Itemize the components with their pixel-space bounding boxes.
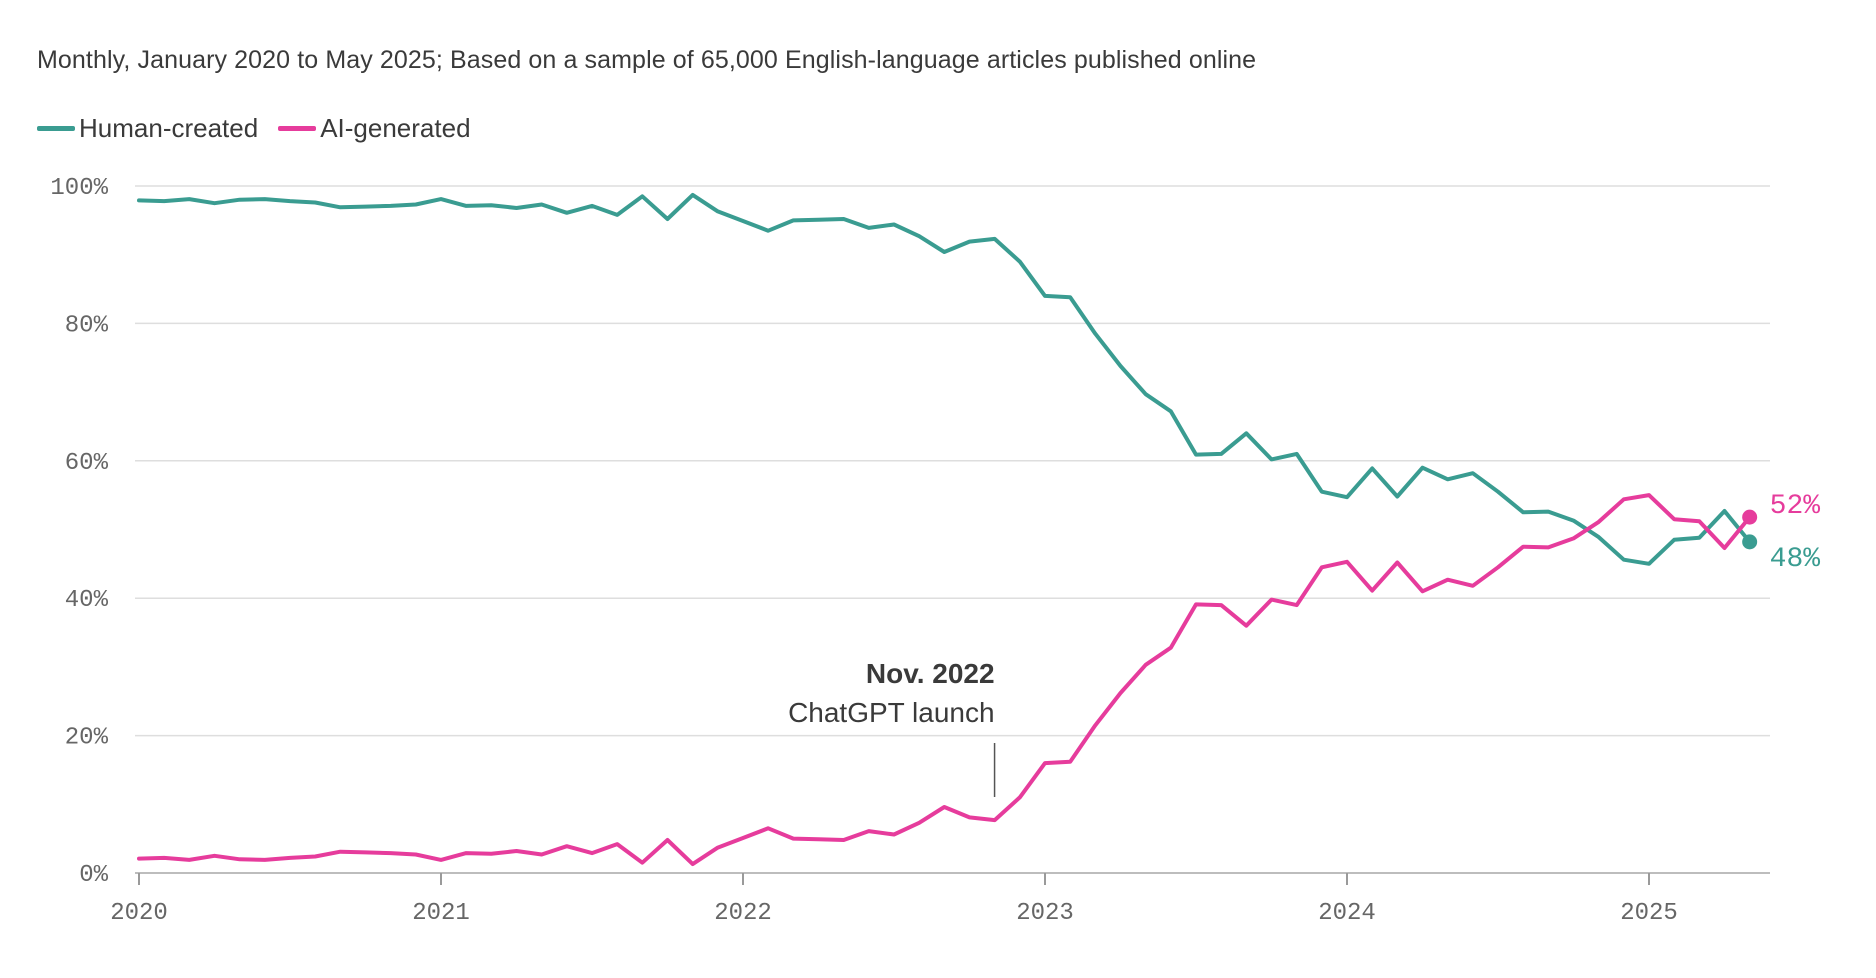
y-tick-label-100: 100% bbox=[50, 175, 108, 202]
series-line-human-created bbox=[137, 192, 1752, 566]
y-tick-label-0: 0% bbox=[79, 862, 108, 889]
axis-layer: 0% 20% 40% 60% 80% 100% 2020 2021 2022 2023 2024 20… bbox=[50, 175, 1770, 927]
x-tick-label-2021: 2021 bbox=[412, 900, 470, 927]
series-end-dot-ai-generated bbox=[1742, 509, 1758, 525]
label-layer: 48% 52% bbox=[1742, 491, 1820, 575]
series-layer bbox=[137, 192, 1752, 867]
chart-subtitle: Monthly, January 2020 to May 2025; Based… bbox=[37, 46, 1257, 74]
series-line-ai-generated bbox=[137, 493, 1752, 867]
legend-label-ai: AI-generated bbox=[320, 113, 471, 143]
grid-layer bbox=[135, 185, 1770, 737]
x-tick-label-2024: 2024 bbox=[1318, 900, 1376, 927]
y-tick-label-80: 80% bbox=[65, 312, 109, 339]
legend-swatch-human bbox=[37, 126, 75, 131]
legend-item-human: Human-created bbox=[37, 113, 258, 144]
x-tick-label-2022: 2022 bbox=[714, 900, 772, 927]
series-end-label-ai-generated: 52% bbox=[1770, 491, 1821, 522]
x-tick-label-2020: 2020 bbox=[110, 900, 168, 927]
legend-item-ai: AI-generated bbox=[278, 113, 471, 144]
annotation-subtitle: ChatGPT launch bbox=[788, 697, 995, 728]
annotation-title: Nov. 2022 bbox=[866, 658, 995, 689]
legend-label-human: Human-created bbox=[79, 113, 259, 143]
legend-swatch-ai bbox=[278, 126, 317, 131]
annotation-layer: Nov. 2022 ChatGPT launch bbox=[788, 658, 996, 797]
y-tick-label-20: 20% bbox=[65, 725, 109, 752]
y-tick-label-40: 40% bbox=[65, 587, 109, 614]
x-tick-label-2023: 2023 bbox=[1016, 900, 1074, 927]
x-tick-label-2025: 2025 bbox=[1620, 900, 1678, 927]
series-end-dot-human-created bbox=[1742, 534, 1758, 550]
legend: Human-created AI-generated bbox=[37, 113, 491, 144]
series-end-label-human-created: 48% bbox=[1770, 544, 1821, 575]
y-tick-label-60: 60% bbox=[65, 450, 109, 477]
